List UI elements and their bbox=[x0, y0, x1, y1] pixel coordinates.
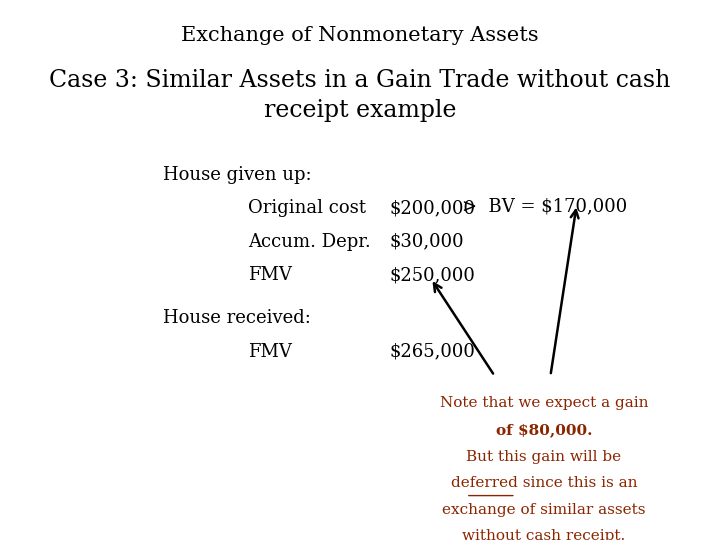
Text: $200,000: $200,000 bbox=[390, 199, 475, 218]
Text: Note that we expect a gain: Note that we expect a gain bbox=[440, 396, 648, 410]
Text: Accum. Depr.: Accum. Depr. bbox=[248, 233, 371, 251]
Text: $30,000: $30,000 bbox=[390, 233, 464, 251]
Text: House received:: House received: bbox=[163, 309, 311, 327]
Text: without cash receipt.: without cash receipt. bbox=[462, 529, 626, 540]
Text: $265,000: $265,000 bbox=[390, 343, 475, 361]
Text: deferred since this is an: deferred since this is an bbox=[451, 476, 637, 490]
Text: exchange of similar assets: exchange of similar assets bbox=[442, 503, 646, 517]
Text: $250,000: $250,000 bbox=[390, 266, 475, 284]
Text: FMV: FMV bbox=[248, 343, 292, 361]
Text: But this gain will be: But this gain will be bbox=[467, 450, 621, 463]
Text: Case 3: Similar Assets in a Gain Trade without cash
receipt example: Case 3: Similar Assets in a Gain Trade w… bbox=[49, 69, 671, 122]
Text: Exchange of Nonmonetary Assets: Exchange of Nonmonetary Assets bbox=[181, 25, 539, 45]
Text: House given up:: House given up: bbox=[163, 166, 312, 184]
Text: of $80,000.: of $80,000. bbox=[495, 423, 592, 437]
Text: Original cost: Original cost bbox=[248, 199, 366, 218]
Text: FMV: FMV bbox=[248, 266, 292, 284]
Text: >  BV = $170,000: > BV = $170,000 bbox=[462, 197, 627, 215]
